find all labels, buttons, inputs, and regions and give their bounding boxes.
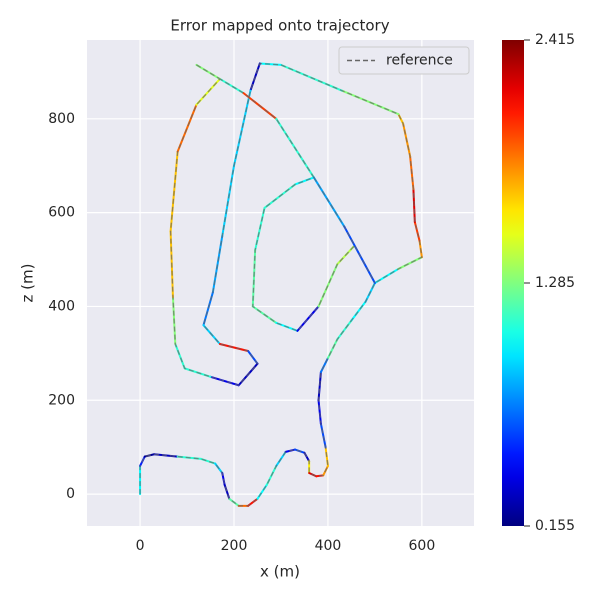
y-tick-label: 400 <box>48 298 75 314</box>
trajectory-segment <box>336 319 353 341</box>
y-tick-label: 0 <box>66 486 75 502</box>
trajectory-segment <box>174 342 186 370</box>
trajectory-segment <box>397 256 423 270</box>
trajectory-segment <box>350 300 367 322</box>
trajectory-segment <box>221 164 236 238</box>
y-tick-label: 600 <box>48 205 75 221</box>
y-tick-label: 200 <box>48 392 75 408</box>
y-axis-label: z (m) <box>19 264 37 303</box>
x-axis-label: x (m) <box>260 563 300 581</box>
reference-line <box>139 62 423 507</box>
colorbar-tick-label: 0.155 <box>535 518 575 534</box>
x-tick-label: 600 <box>409 538 436 554</box>
y-tick-label: 800 <box>48 111 75 127</box>
trajectory-segment <box>294 176 315 186</box>
colorbar-tick-label: 1.285 <box>535 275 575 291</box>
plot-area <box>87 40 474 526</box>
trajectory-segment <box>319 422 327 449</box>
x-tick-label: 400 <box>315 538 342 554</box>
colorbar <box>502 40 524 526</box>
legend-label: reference <box>386 53 453 69</box>
trajectory-segment <box>317 399 322 425</box>
x-tick-label: 200 <box>221 538 248 554</box>
colorbar-tick-label: 2.415 <box>535 32 575 48</box>
x-tick-label: 0 <box>136 538 145 554</box>
legend-box <box>338 46 470 75</box>
chart-title: Error mapped onto trajectory <box>170 17 389 35</box>
